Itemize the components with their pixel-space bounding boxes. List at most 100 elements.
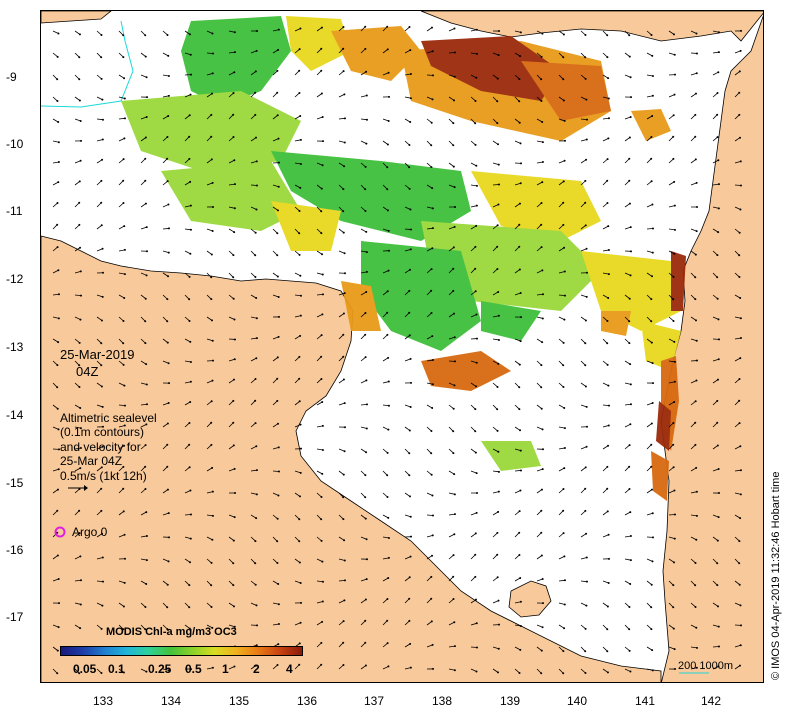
velocity-arrow-head [78,672,81,675]
velocity-arrow-head [452,246,455,249]
velocity-arrow-head [518,386,521,389]
velocity-arrow-head [343,272,346,275]
velocity-arrow-head [497,163,500,166]
velocity-arrow-head [79,159,82,162]
velocity-arrow [382,577,389,582]
velocity-arrow [382,290,388,296]
velocity-arrow-head [408,334,411,337]
velocity-arrow-head [540,509,543,512]
velocity-arrow-head [211,466,214,469]
velocity-arrow-head [167,94,170,97]
velocity-arrow-head [167,382,170,385]
velocity-arrow-head [122,605,125,608]
velocity-arrow-head [298,642,301,645]
velocity-arrow-head [409,642,412,645]
velocity-arrow-head [584,77,587,80]
velocity-arrow [74,316,81,320]
velocity-arrow-head [430,289,433,292]
velocity-arrow [536,510,542,516]
velocity-arrow-head [79,467,82,470]
velocity-arrow [602,272,609,275]
velocity-arrow-head [122,342,125,345]
velocity-arrow-head [453,186,456,189]
velocity-arrow [624,226,631,230]
velocity-arrow [602,316,608,322]
velocity-arrow [382,404,390,407]
velocity-arrow [360,48,366,54]
velocity-arrow [514,52,521,57]
velocity-arrow-head [673,380,676,383]
velocity-arrow [514,382,520,388]
velocity-arrow-head [738,91,741,94]
velocity-arrow-head [409,49,412,52]
velocity-arrow-head [409,357,412,360]
velocity-arrow-head [408,474,411,477]
velocity-arrow-head [717,51,720,54]
velocity-arrow-head [475,361,478,364]
velocity-arrow-head [431,207,434,210]
velocity-arrow-head [607,273,610,276]
velocity-arrow [162,158,168,164]
velocity-arrow-head [651,382,654,385]
velocity-arrow-head [540,407,543,410]
velocity-arrow [96,294,103,298]
velocity-arrow-head [211,626,214,629]
velocity-arrow [492,576,498,582]
velocity-arrow-head [188,298,191,301]
velocity-arrow-head [628,342,631,345]
velocity-arrow-head [167,203,170,206]
velocity-arrow-head [563,270,566,273]
velocity-arrow-head [562,672,565,675]
velocity-arrow-head [101,295,104,298]
velocity-arrow-head [650,157,653,160]
velocity-arrow [734,357,741,362]
velocity-arrow-head [650,33,653,36]
velocity-arrow-head [606,510,609,513]
velocity-arrow [338,620,344,626]
velocity-arrow-head [277,137,280,140]
velocity-arrow-head [628,649,631,652]
velocity-arrow-head [298,69,301,72]
velocity-arrow-head [409,208,412,211]
velocity-arrow-head [189,400,192,403]
velocity-arrow-head [408,289,411,292]
velocity-arrow-head [738,583,741,586]
velocity-arrow [74,579,82,582]
velocity-arrow-head [409,121,412,124]
velocity-arrow-head [496,122,499,125]
velocity-arrow-head [57,468,60,471]
velocity-arrow-head [739,29,742,32]
velocity-arrow [316,206,322,212]
velocity-arrow [536,468,543,472]
velocity-arrow-head [276,562,279,565]
velocity-arrow-head [694,158,697,161]
velocity-arrow-head [716,378,719,381]
velocity-arrow-head [518,202,521,205]
velocity-arrow [272,250,278,256]
velocity-arrow [272,400,278,406]
velocity-arrow [426,621,433,626]
velocity-arrow-head [607,533,610,536]
velocity-arrow-head [629,511,632,514]
velocity-arrow-head [298,495,301,498]
velocity-arrow [382,72,389,76]
velocity-arrow-head [606,56,609,59]
velocity-arrow-head [167,251,170,254]
velocity-arrow-head [474,143,477,146]
velocity-arrow-head [299,186,302,189]
velocity-arrow-head [233,51,236,54]
velocity-arrow-head [364,165,367,168]
velocity-arrow [74,447,81,450]
velocity-arrow-head [738,664,741,667]
velocity-arrow [74,247,81,252]
velocity-arrow-head [145,383,148,386]
velocity-arrow [712,250,718,256]
velocity-arrow-head [56,100,59,103]
velocity-arrow-head [321,449,324,452]
velocity-arrow-head [100,466,103,469]
velocity-arrow-head [650,465,653,468]
velocity-arrow [338,664,344,670]
velocity-arrow [52,404,58,410]
velocity-arrow-head [563,555,566,558]
velocity-arrow-head [166,488,169,491]
